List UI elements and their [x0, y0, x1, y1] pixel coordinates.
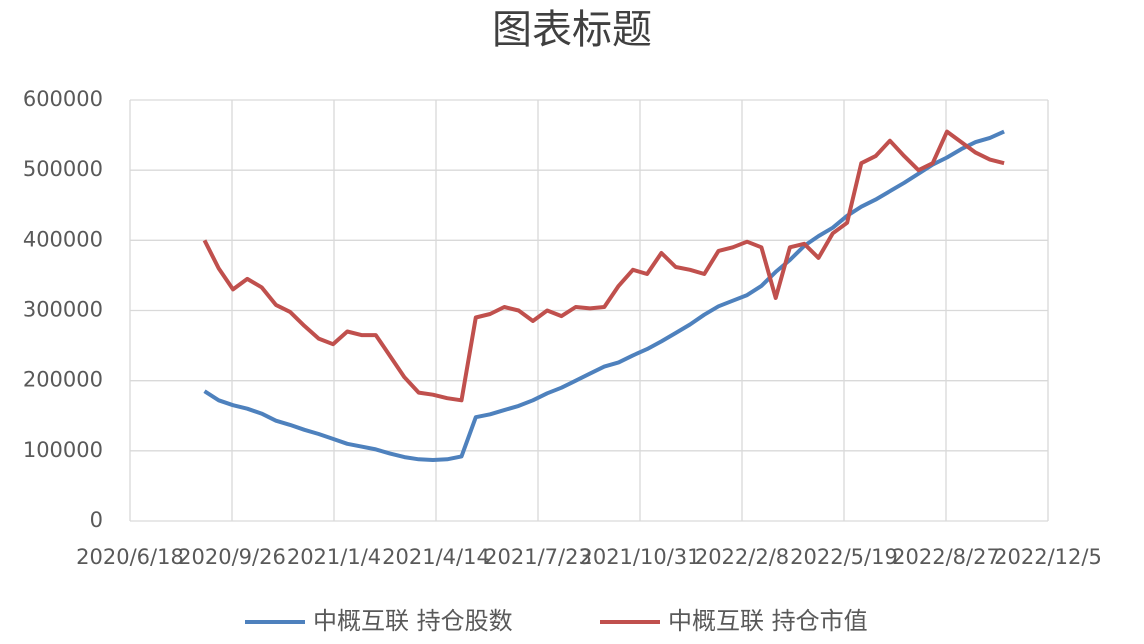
series-line — [203, 129, 1005, 462]
x-tick-label: 2022/8/27 — [892, 545, 1000, 569]
legend-label: 中概互联 持仓市值 — [668, 607, 868, 635]
x-tick-label: 2021/4/14 — [382, 545, 490, 569]
x-tick-label: 2020/6/18 — [76, 545, 184, 569]
x-tick-label: 2022/12/5 — [994, 545, 1102, 569]
chart-title: 图表标题 — [492, 7, 652, 53]
x-tick-label: 2021/7/23 — [484, 545, 592, 569]
y-tick-label: 400000 — [23, 227, 103, 251]
series-line — [202, 129, 1005, 403]
x-tick-label: 2022/2/8 — [695, 545, 789, 569]
y-tick-label: 100000 — [23, 438, 103, 462]
y-tick-label: 300000 — [23, 298, 103, 322]
y-tick-label: 0 — [90, 508, 103, 532]
x-tick-label: 2020/9/26 — [178, 545, 286, 569]
x-tick-label: 2021/10/31 — [579, 545, 700, 569]
x-tick-label: 2022/5/19 — [790, 545, 898, 569]
y-tick-label: 500000 — [23, 157, 103, 181]
legend-label: 中概互联 持仓股数 — [313, 607, 513, 635]
x-tick-label: 2021/1/4 — [287, 545, 381, 569]
y-tick-label: 600000 — [23, 87, 103, 111]
y-tick-label: 200000 — [23, 368, 103, 392]
